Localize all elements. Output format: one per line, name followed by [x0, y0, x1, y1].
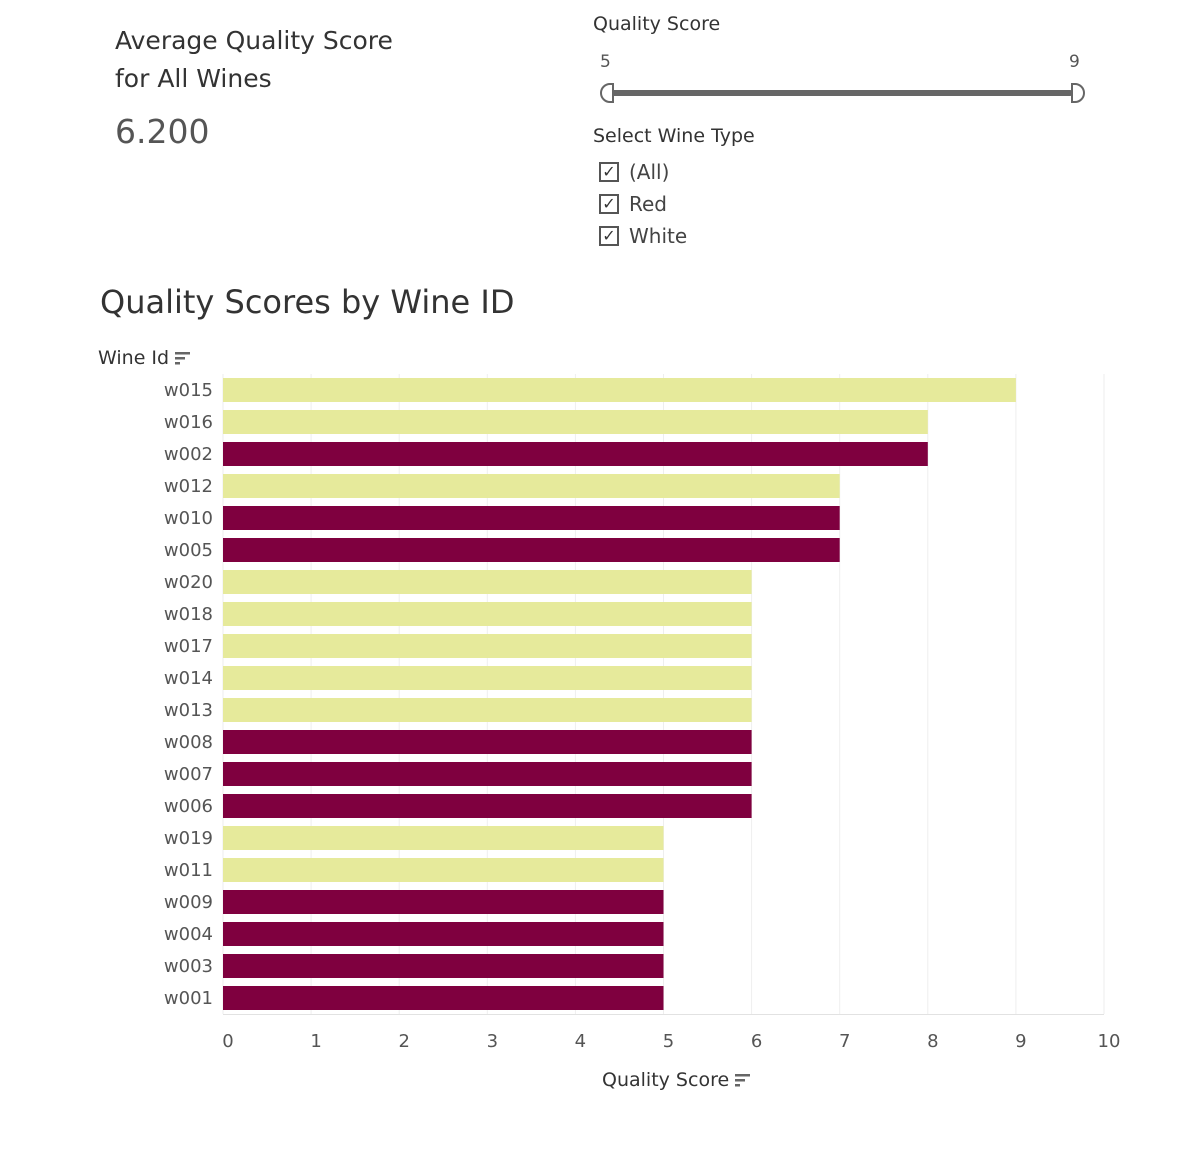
bar-w002[interactable]: [223, 442, 928, 466]
y-tick-label: w014: [164, 668, 213, 689]
y-tick-label: w003: [164, 956, 213, 977]
checkmark-icon: ✓: [602, 162, 616, 181]
bar-w017[interactable]: [223, 634, 752, 658]
x-tick-label: 2: [398, 1031, 409, 1052]
y-tick-label: w009: [164, 892, 213, 913]
checkbox-red[interactable]: ✓: [599, 194, 619, 214]
wine-type-filter-label: Select Wine Type: [593, 125, 755, 147]
bar-w019[interactable]: [223, 826, 664, 850]
slider-max-handle[interactable]: [1071, 83, 1085, 103]
y-tick-label: w007: [164, 764, 213, 785]
y-tick-label: w006: [164, 796, 213, 817]
y-axis-header: Wine Id: [98, 347, 191, 370]
x-tick-label: 5: [663, 1031, 674, 1052]
y-tick-label: w012: [164, 476, 213, 497]
x-tick-label: 3: [487, 1031, 498, 1052]
checkmark-icon: ✓: [602, 194, 616, 213]
x-tick-label: 0: [222, 1031, 233, 1052]
filter-option-white[interactable]: ✓ White: [599, 223, 687, 249]
quality-filter-label: Quality Score: [593, 13, 721, 35]
y-tick-label: w018: [164, 604, 213, 625]
range-max-value: 9: [1069, 52, 1080, 72]
bar-w014[interactable]: [223, 666, 752, 690]
x-axis-header: Quality Score: [602, 1069, 751, 1092]
bar-w013[interactable]: [223, 698, 752, 722]
y-tick-label: w017: [164, 636, 213, 657]
option-label-red: Red: [629, 192, 667, 216]
option-label-all: (All): [629, 160, 670, 184]
y-tick-label: w020: [164, 572, 213, 593]
bar-w003[interactable]: [223, 954, 664, 978]
y-tick-label: w001: [164, 988, 213, 1009]
bar-w015[interactable]: [223, 378, 1016, 402]
slider-min-handle[interactable]: [600, 83, 614, 103]
x-tick-label: 6: [751, 1031, 762, 1052]
y-tick-label: w008: [164, 732, 213, 753]
chart-title: Quality Scores by Wine ID: [100, 283, 515, 321]
y-tick-label: w013: [164, 700, 213, 721]
sort-descending-icon[interactable]: [175, 348, 191, 370]
x-tick-label: 7: [839, 1031, 850, 1052]
checkbox-white[interactable]: ✓: [599, 226, 619, 246]
x-tick-label: 8: [927, 1031, 938, 1052]
bar-w012[interactable]: [223, 474, 840, 498]
kpi-value: 6.200: [115, 112, 210, 151]
y-tick-label: w019: [164, 828, 213, 849]
x-tick-label: 1: [310, 1031, 321, 1052]
x-tick-label: 10: [1098, 1031, 1121, 1052]
range-min-value: 5: [600, 52, 611, 72]
bar-w004[interactable]: [223, 922, 664, 946]
bar-w020[interactable]: [223, 570, 752, 594]
bar-w010[interactable]: [223, 506, 840, 530]
y-tick-label: w004: [164, 924, 213, 945]
y-tick-label: w005: [164, 540, 213, 561]
y-tick-label: w010: [164, 508, 213, 529]
y-tick-label: w011: [164, 860, 213, 881]
kpi-title: Average Quality Score for All Wines: [115, 26, 393, 93]
bar-w001[interactable]: [223, 986, 664, 1010]
y-tick-label: w016: [164, 412, 213, 433]
y-tick-label: w015: [164, 380, 213, 401]
y-axis-label: Wine Id: [98, 347, 170, 369]
bar-w018[interactable]: [223, 602, 752, 626]
bar-w008[interactable]: [223, 730, 752, 754]
bar-w011[interactable]: [223, 858, 664, 882]
bar-w007[interactable]: [223, 762, 752, 786]
bar-w009[interactable]: [223, 890, 664, 914]
checkmark-icon: ✓: [602, 226, 616, 245]
sort-descending-icon[interactable]: [735, 1070, 751, 1092]
checkbox-all[interactable]: ✓: [599, 162, 619, 182]
y-tick-label: w002: [164, 444, 213, 465]
option-label-white: White: [629, 224, 688, 248]
x-tick-label: 9: [1015, 1031, 1026, 1052]
filter-option-red[interactable]: ✓ Red: [599, 191, 667, 217]
filter-option-all[interactable]: ✓ (All): [599, 159, 669, 185]
bar-w006[interactable]: [223, 794, 752, 818]
quality-range-slider[interactable]: [612, 90, 1072, 96]
bar-w016[interactable]: [223, 410, 928, 434]
x-axis-label: Quality Score: [602, 1069, 730, 1091]
x-tick-label: 4: [575, 1031, 586, 1052]
bar-w005[interactable]: [223, 538, 840, 562]
